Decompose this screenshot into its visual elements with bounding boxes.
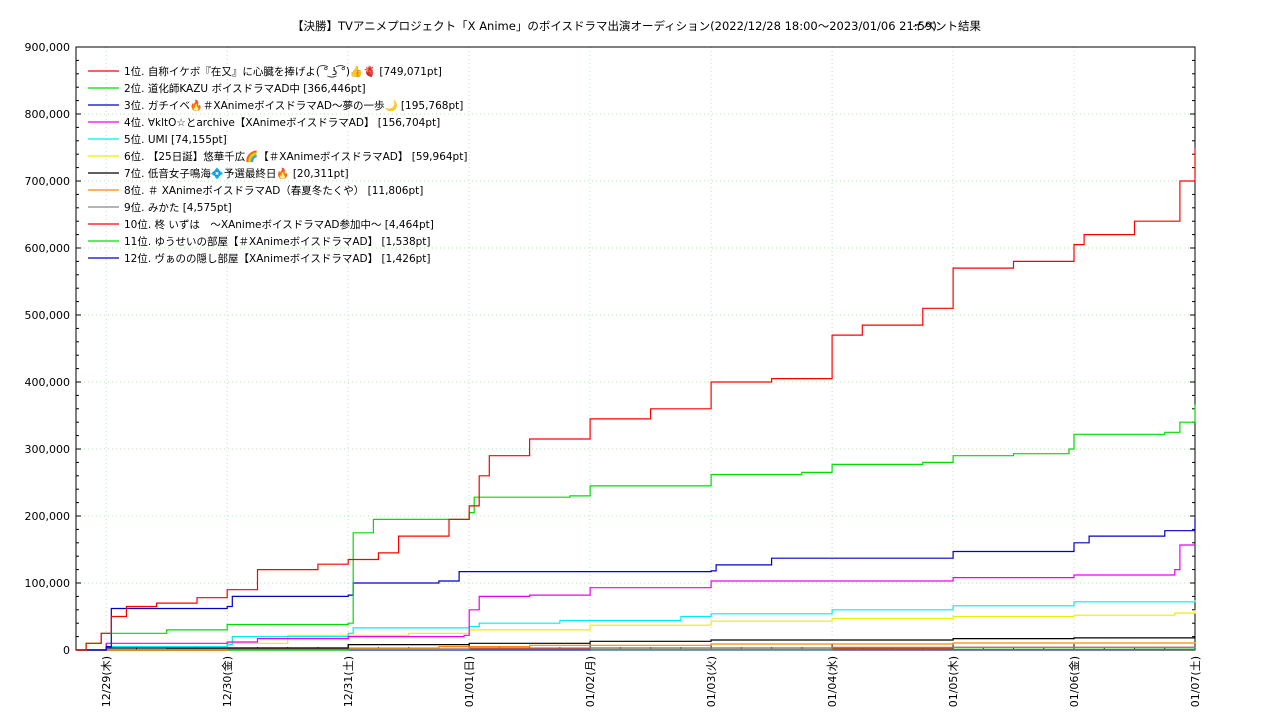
y-tick-label: 700,000 xyxy=(25,175,71,188)
series-line-1 xyxy=(76,148,1196,651)
x-tick-label: 12/30(金) xyxy=(220,656,234,707)
legend-entry: 1位. 自称イケボ『在又』に心臓を捧げよ( ͡° ͜ʖ ͡°)👍🫀 [749,0… xyxy=(124,65,442,78)
series-line-11 xyxy=(76,648,1196,651)
series-line-3 xyxy=(76,518,1196,651)
legend-entry: 4位. ∀kltO☆とarchive【XAnimeボイスドラマAD】 [156,… xyxy=(124,116,440,129)
y-tick-label: 0 xyxy=(63,644,70,657)
chart-subtitle: イベント結果 xyxy=(912,19,981,33)
legend-entry: 2位. 道化師KAZU ボイスドラマAD中 [366,446pt] xyxy=(124,82,366,95)
x-tick-label: 01/03(火) xyxy=(705,656,718,707)
x-tick-label: 01/02(月) xyxy=(584,656,597,707)
series-line-7 xyxy=(76,636,1196,651)
series-line-2 xyxy=(76,404,1196,651)
series-line-4 xyxy=(76,544,1195,651)
y-tick-label: 200,000 xyxy=(25,510,71,523)
legend-entry: 8位. ＃ XAnimeボイスドラマAD（春夏冬たくや） [11,806pt] xyxy=(124,184,423,197)
y-tick-label: 300,000 xyxy=(25,443,71,456)
x-axis: 12/29(木) 12/30(金) 12/31(土) 01/01(日) 01/02(月)… xyxy=(75,644,1202,707)
series-line-6 xyxy=(76,609,1196,651)
y-tick-label: 400,000 xyxy=(25,376,71,389)
y-tick-label: 600,000 xyxy=(25,242,71,255)
x-tick-label: 01/04(水) xyxy=(826,656,839,707)
x-tick-label: 01/07(土) xyxy=(1189,656,1202,707)
y-tick-label: 500,000 xyxy=(25,309,71,322)
legend: 1位. 自称イケボ『在又』に心臓を捧げよ( ͡° ͜ʖ ͡°)👍🫀 [749,0… xyxy=(88,65,467,265)
x-tick-label: 12/31(土) xyxy=(342,656,355,707)
series-lines xyxy=(76,148,1196,651)
y-tick-label: 100,000 xyxy=(25,577,71,590)
legend-entry: 12位. ヴぁのの隠し部屋【XAnimeボイスドラマAD】 [1,426pt] xyxy=(124,252,431,265)
grid xyxy=(76,47,1195,650)
chart-title: 【決勝】TVアニメプロジェクト「X Anime」のボイスドラマ出演オーディション… xyxy=(292,19,937,33)
legend-entry: 3位. ガチイベ🔥＃XAnimeボイスドラマAD〜夢の一歩🌙 [195,768p… xyxy=(124,99,463,112)
x-tick-label: 12/29(木) xyxy=(100,656,113,707)
y-tick-label: 800,000 xyxy=(25,108,71,121)
y-tick-label: 900,000 xyxy=(25,41,71,54)
y-axis: 0 100,000 200,000 300,000 400,000 500,000 600,… xyxy=(25,41,1195,657)
legend-entry: 10位. 柊 いずは 〜XAnimeボイスドラマAD参加中〜 [4,464pt] xyxy=(124,218,434,231)
legend-entry: 6位. 【25日誕】悠華千広🌈【＃XAnimeボイスドラマAD】 [59,964… xyxy=(124,150,467,163)
legend-entry: 5位. UMI [74,155pt] xyxy=(124,133,227,146)
x-tick-label: 01/01(日) xyxy=(463,656,476,707)
legend-entry: 9位. みかた [4,575pt] xyxy=(124,201,232,214)
x-tick-label: 01/06(金) xyxy=(1067,656,1081,707)
series-line-5 xyxy=(76,600,1196,651)
plot-area xyxy=(75,46,1196,651)
legend-entry: 7位. 低音女子鳴海💠予選最終日🔥 [20,311pt] xyxy=(124,167,349,180)
x-tick-label: 01/05(木) xyxy=(947,656,960,707)
legend-entry: 11位. ゆうせいの部屋【＃XAnimeボイスドラマAD】 [1,538pt] xyxy=(124,235,431,248)
